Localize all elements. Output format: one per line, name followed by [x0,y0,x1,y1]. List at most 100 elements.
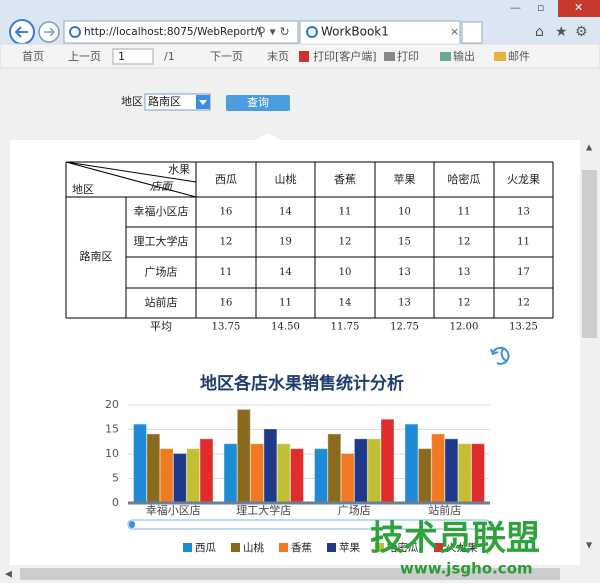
value-cell: 14 [279,267,292,278]
h-scroll-thumb[interactable] [20,568,560,580]
watermark-url: www.jsgho.com [400,560,533,578]
last-page[interactable]: 末页 [267,49,289,63]
corner-label: 地区 [72,183,94,196]
store-cell: 理工大学店 [134,234,189,248]
value-cell: 19 [279,237,292,248]
value-cell: 14 [339,298,352,309]
forward-arrow [44,27,56,37]
average-cell: 11.75 [331,322,360,333]
next-page[interactable]: 下一页 [210,50,243,63]
store-cell: 幸福小区店 [134,204,189,218]
new-tab[interactable] [461,21,483,44]
chart-title: 地区各店水果销售统计分析 [200,373,404,394]
scroller-handle[interactable] [129,521,135,528]
bar [341,453,355,504]
print[interactable]: 打印 [397,49,419,63]
legend-label: 火龙果 [446,541,478,554]
query-button[interactable] [226,95,290,111]
close-x: ✕ [574,1,583,14]
url: http://localhost:8075/WebReport/I [84,26,261,38]
column-header: 香蕉 [334,173,356,186]
page-input[interactable] [112,48,154,65]
bar [224,443,237,504]
first-page[interactable]: 首页 [22,49,44,63]
collapse-tab[interactable] [255,133,281,140]
value-cell: 12 [517,298,530,309]
favorites-icon[interactable]: ★ [555,24,568,40]
tab-title: WorkBook1 [321,25,389,39]
prev-page[interactable]: 上一页 [68,50,101,63]
print-icon [384,52,395,61]
y-tick-label: 10 [105,447,119,460]
column-header: 山桃 [275,172,297,186]
export[interactable]: 输出 [453,49,475,63]
value-cell: 15 [398,237,411,248]
v-scroll-thumb[interactable] [582,170,597,338]
bar [250,443,264,504]
bar [277,443,291,504]
y-tick-label: 0 [112,496,119,509]
x-tick-label: 理工大学店 [236,503,291,517]
back-arrow [14,26,28,38]
refresh-icon[interactable] [490,346,510,365]
legend-swatch [375,543,384,552]
legend-label: 西瓜 [195,542,216,554]
average-cell: 13.75 [212,322,241,333]
value-cell: 11 [279,298,292,309]
bar [471,443,485,504]
corner-label: 水果 [168,163,190,176]
query-label: 查询 [247,95,269,109]
maximize[interactable]: ▫ [537,1,544,14]
legend-label: 香蕉 [291,542,312,554]
bar [444,438,458,504]
settings-icon[interactable]: ⚙ [575,24,588,40]
bar [200,438,213,504]
value-cell: 11 [458,207,471,218]
column-header: 苹果 [394,172,416,186]
legend-label: 哈密瓜 [387,541,419,554]
close[interactable] [558,0,600,17]
bar [237,409,251,504]
bar [431,433,445,504]
legend-swatch [279,543,288,552]
column-header: 西瓜 [215,173,237,186]
bar [186,448,200,504]
bar [173,453,187,504]
legend-label: 山桃 [243,541,264,554]
column-header: 哈密瓜 [448,172,481,186]
chart-scroller[interactable] [127,519,491,530]
value-cell: 11 [517,237,530,248]
store-cell: 站前店 [145,295,178,309]
bar [314,448,328,504]
average-cell: 14.50 [271,322,300,333]
bar [405,424,418,504]
tab-icon [306,26,318,38]
pdf-icon [299,51,309,62]
value-cell: 17 [517,267,530,278]
address-bar[interactable] [63,20,299,44]
tab-close[interactable]: × [450,25,459,38]
scroll-up[interactable]: ▲ [586,143,593,152]
home-icon[interactable]: ⌂ [535,24,544,40]
scroll-down[interactable]: ▼ [586,541,593,550]
table-border [65,161,197,198]
bar [418,448,432,504]
value-cell: 13 [458,267,471,278]
bar [327,433,341,504]
average-cell: 12.75 [390,322,419,333]
value-cell: 13 [517,207,530,218]
scroll-left[interactable]: ◀ [5,570,12,580]
arrow-glyph [199,100,207,105]
bar [381,419,394,504]
average-label: 平均 [150,320,172,333]
search-icon[interactable]: ⚲ ▾ ↻ [257,25,290,39]
print-client[interactable]: 打印[客户端] [313,49,377,63]
watermark: 技术员联盟 [370,519,540,559]
minimize[interactable]: — [510,1,521,14]
y-tick-label: 15 [105,423,119,436]
bar [367,438,381,504]
mail[interactable]: 邮件 [508,50,530,63]
